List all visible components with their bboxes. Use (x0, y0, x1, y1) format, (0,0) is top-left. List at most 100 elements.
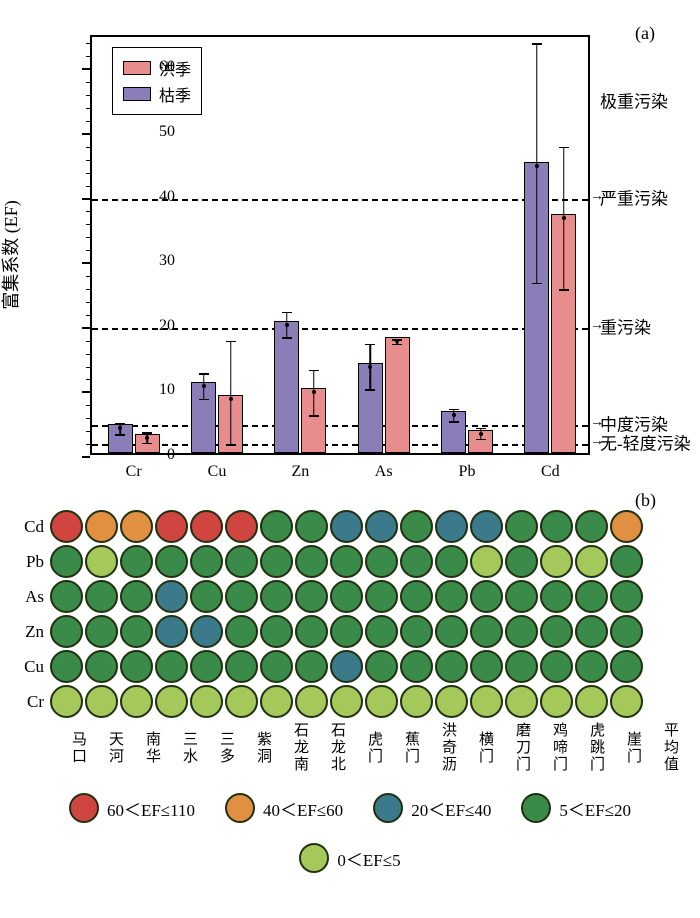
heatmap-cell (610, 545, 643, 578)
heatmap-col-label: 马口 (50, 722, 85, 773)
heatmap-cell (435, 510, 468, 543)
heatmap-cell (365, 685, 398, 718)
y-tick-label: 20 (159, 317, 175, 335)
heatmap-row: Pb (15, 545, 685, 578)
heatmap-cell (540, 685, 573, 718)
y-tick-label: 40 (159, 188, 175, 206)
heatmap-cell (505, 685, 538, 718)
heatmap-col-label: 南华 (124, 722, 159, 773)
heatmap-cell (540, 510, 573, 543)
heatmap-col-label: 蕉门 (383, 722, 418, 773)
top-pollution-label: 极重污染 (600, 87, 668, 112)
heatmap-cell (120, 545, 153, 578)
heatmap-cell (540, 580, 573, 613)
heatmap-cell (120, 685, 153, 718)
panel-label-a: (a) (635, 23, 655, 44)
bottom-legend-item: 20＜EF≤40 (373, 793, 491, 823)
heatmap-cell (155, 510, 188, 543)
heatmap-col-label: 洪奇沥 (420, 722, 455, 773)
bottom-legend-item: 0＜EF≤5 (299, 843, 400, 873)
x-tick-label: Cu (208, 463, 227, 481)
heatmap-cell (540, 615, 573, 648)
heatmap-cell (505, 580, 538, 613)
heatmap-cell (365, 615, 398, 648)
heatmap-col-label: 三水 (161, 722, 196, 773)
heatmap-cell (400, 685, 433, 718)
heatmap-cell (155, 580, 188, 613)
heatmap-cell (505, 510, 538, 543)
heatmap-col-label: 紫洞 (235, 722, 270, 773)
heatmap-cell (470, 545, 503, 578)
legend-swatch-circle (225, 793, 255, 823)
heatmap-row: Cr (15, 685, 685, 718)
bottom-legend-item: 40＜EF≤60 (225, 793, 343, 823)
heatmap-col-label: 横门 (457, 722, 492, 773)
heatmap-cell (540, 545, 573, 578)
heatmap-cell (190, 545, 223, 578)
heatmap-cell (470, 580, 503, 613)
heatmap-cell (260, 580, 293, 613)
heatmap-cell (575, 580, 608, 613)
heatmap-col-label: 石龙南 (272, 722, 307, 773)
heatmap-row-label: Cu (15, 657, 50, 677)
heatmap-cell (610, 580, 643, 613)
heatmap-cell (435, 615, 468, 648)
heatmap-cell (50, 510, 83, 543)
heatmap-cell (295, 650, 328, 683)
heatmap-cell (225, 685, 258, 718)
heatmap-cell (400, 545, 433, 578)
bottom-legend-item: 60＜EF≤110 (69, 793, 195, 823)
y-tick-label: 50 (159, 123, 175, 141)
bar-dry (274, 321, 299, 453)
heatmap-cell (85, 580, 118, 613)
y-axis-label: 富集系数 (EF) (0, 200, 23, 310)
heatmap-cell (225, 650, 258, 683)
heatmap-cell (50, 545, 83, 578)
heatmap-row-label: Zn (15, 622, 50, 642)
heatmap-cell (155, 545, 188, 578)
legend-box: 洪季枯季 (112, 47, 202, 115)
heatmap-cell (295, 685, 328, 718)
bar-chart-panel: 富集系数 (EF) 洪季枯季 CrCuZnAsPbCd (a) (b) 极重污染… (15, 15, 685, 495)
heatmap-row: Zn (15, 615, 685, 648)
heatmap-col-label: 平均值 (642, 722, 677, 773)
heatmap-cell (120, 580, 153, 613)
heatmap-col-label: 虎跳门 (568, 722, 603, 773)
x-tick-label: Cd (541, 463, 560, 481)
heatmap-cell (575, 545, 608, 578)
heatmap-cell (470, 615, 503, 648)
heatmap-cell (400, 650, 433, 683)
heatmap-col-label: 磨刀门 (494, 722, 529, 773)
heatmap-cell (50, 615, 83, 648)
heatmap-cell (365, 650, 398, 683)
heatmap-cell (225, 580, 258, 613)
heatmap-cell (120, 510, 153, 543)
heatmap-cell (470, 510, 503, 543)
heatmap-cell (610, 685, 643, 718)
bottom-legend-item: 5＜EF≤20 (521, 793, 631, 823)
heatmap-cell (470, 650, 503, 683)
heatmap-cell (295, 615, 328, 648)
heatmap-cell (330, 580, 363, 613)
x-tick-label: Zn (291, 463, 309, 481)
heatmap-cell (435, 580, 468, 613)
heatmap-col-label: 石龙北 (309, 722, 344, 773)
x-tick-label: Pb (459, 463, 476, 481)
heatmap-cell (435, 545, 468, 578)
heatmap-row-label: Cr (15, 692, 50, 712)
heatmap-cell (400, 510, 433, 543)
heatmap-cell (400, 580, 433, 613)
heatmap-cell (85, 510, 118, 543)
heatmap-cell (435, 685, 468, 718)
heatmap-cell (575, 685, 608, 718)
heatmap-cell (85, 545, 118, 578)
legend-swatch-circle (373, 793, 403, 823)
heatmap-cell (575, 510, 608, 543)
heatmap-cell (470, 685, 503, 718)
heatmap-cell (190, 510, 223, 543)
reference-label: 中度污染 (600, 410, 668, 435)
heatmap-row: Cd (15, 510, 685, 543)
heatmap-cell (505, 615, 538, 648)
heatmap-col-label: 崖门 (605, 722, 640, 773)
heatmap-cell (85, 685, 118, 718)
